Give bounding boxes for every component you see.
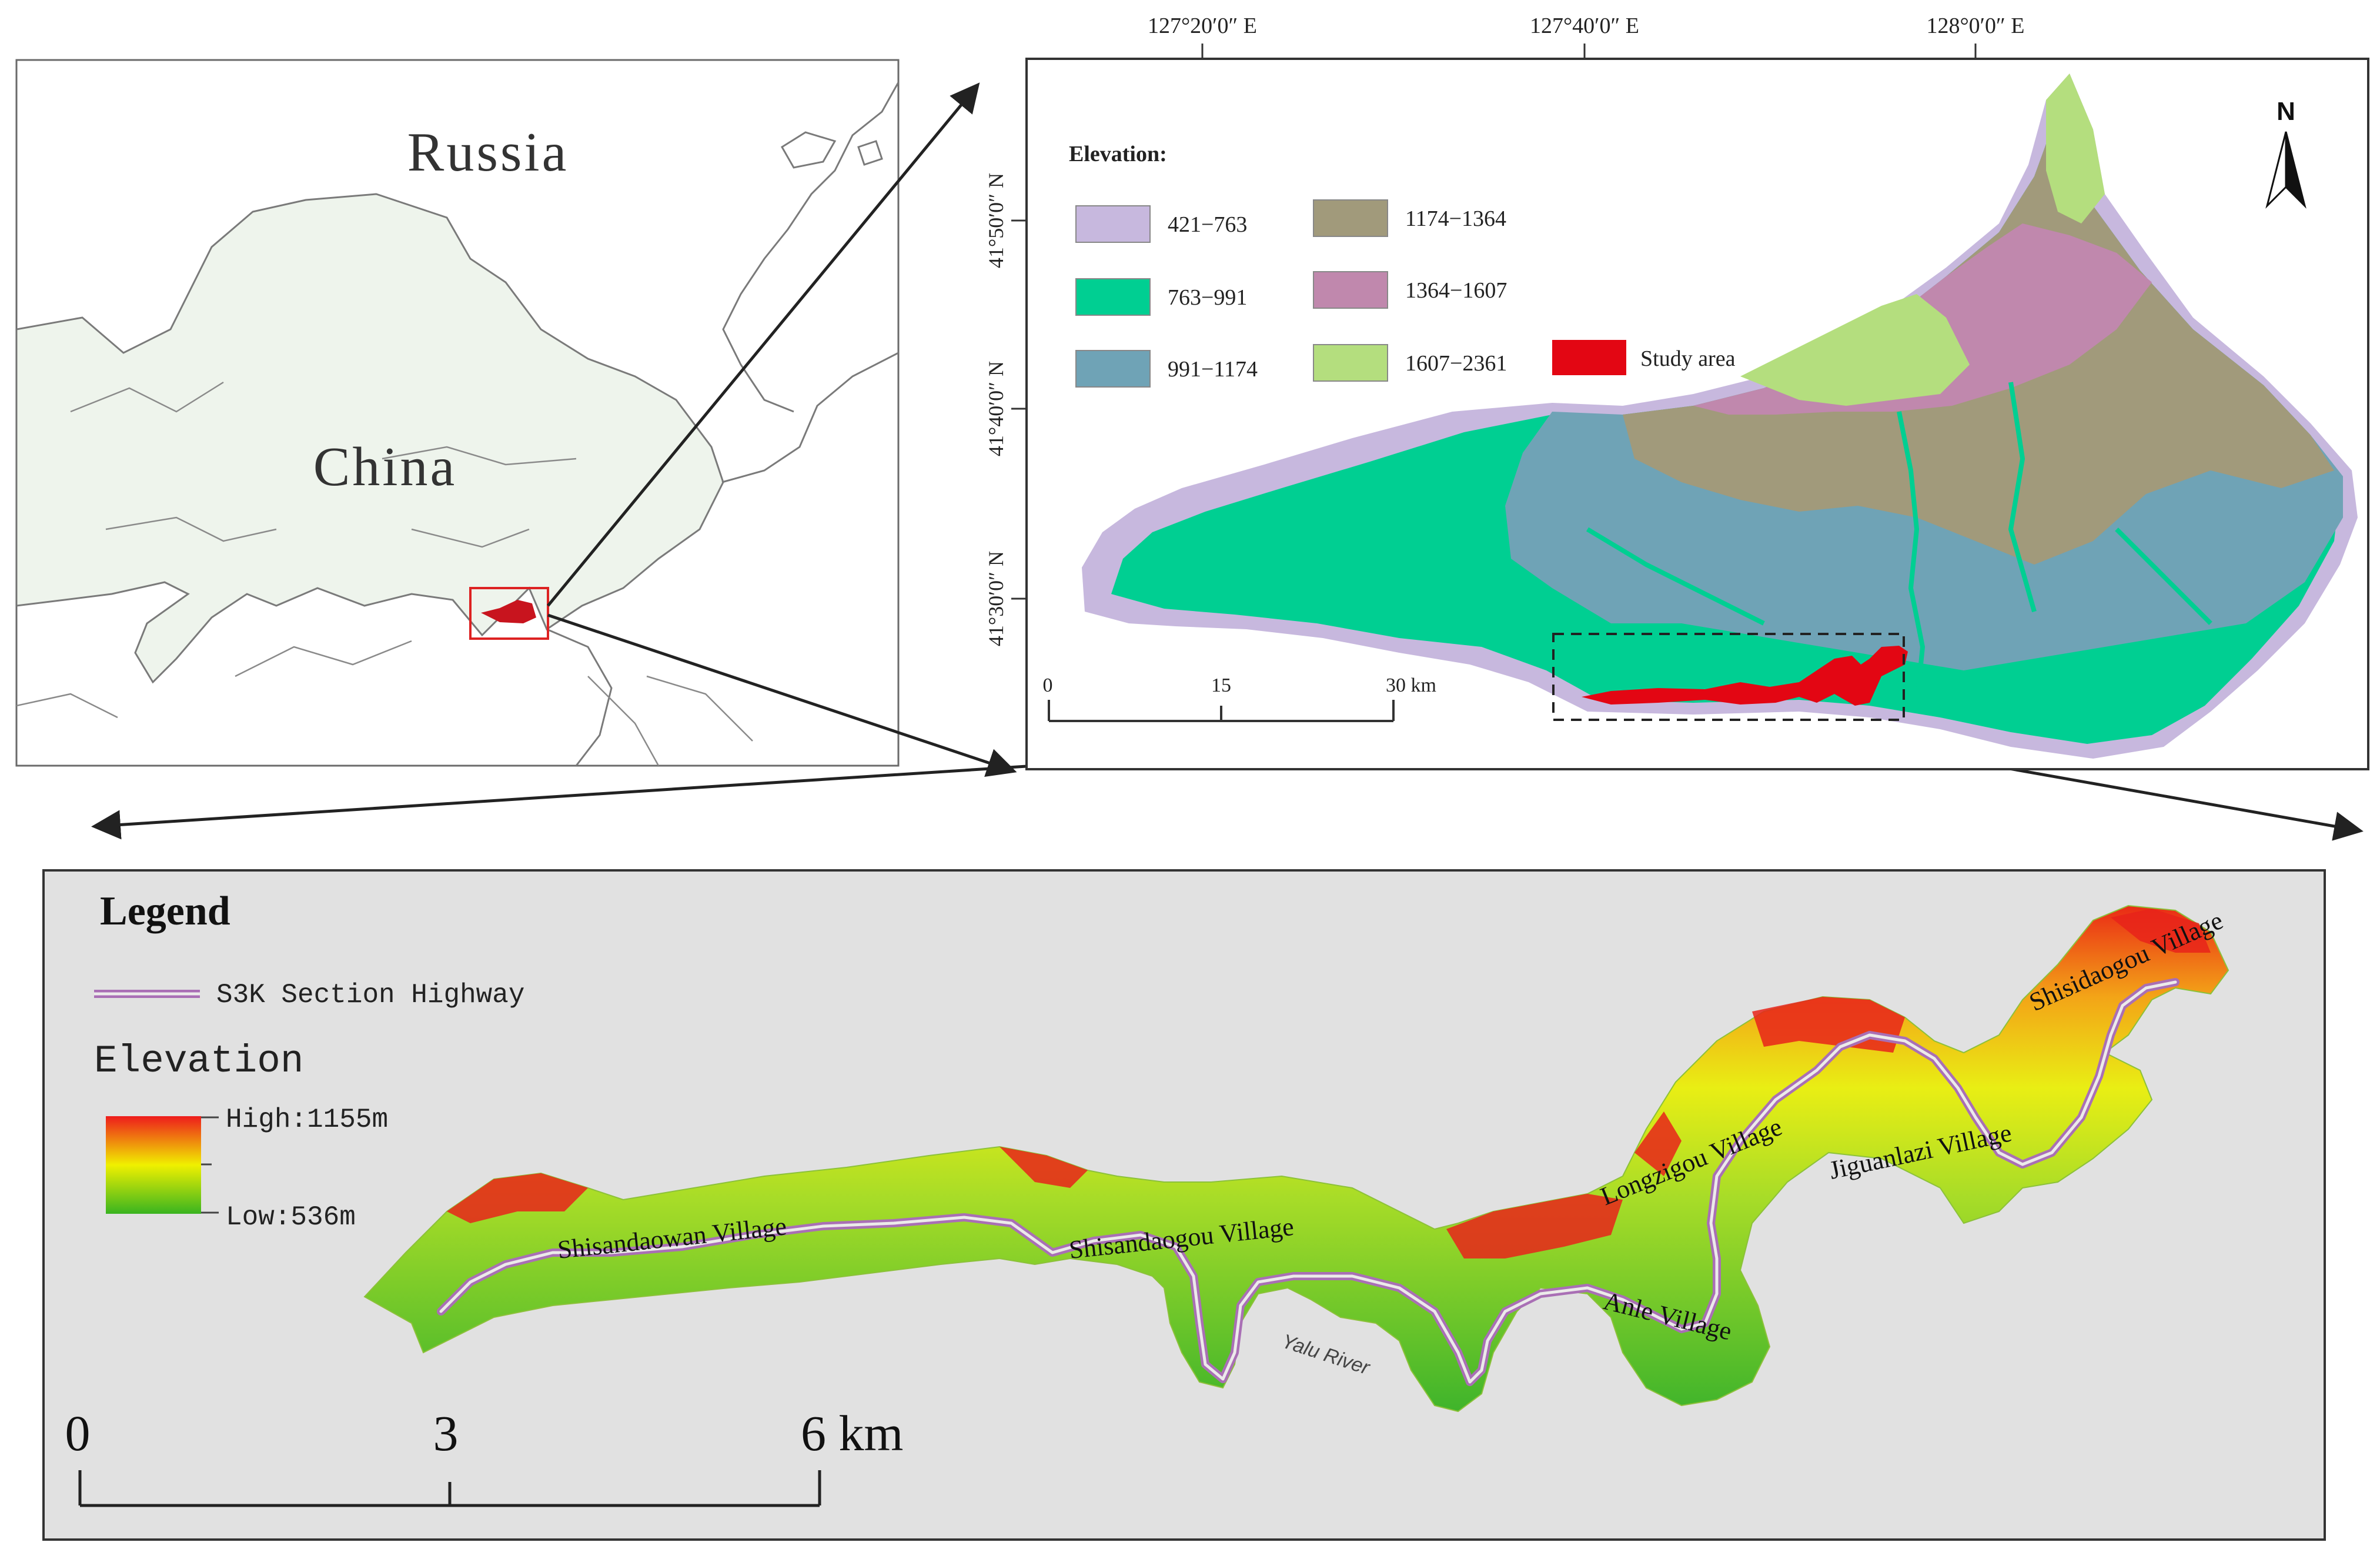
elevation-low-label: Low:536m bbox=[226, 1202, 356, 1233]
legend-label-1: 421−763 bbox=[1168, 212, 1247, 237]
map-extra-lines bbox=[16, 676, 660, 766]
regional-map: 127°20′0″ E 127°40′0″ E 128°0′0″ E 41°50… bbox=[984, 14, 2369, 770]
regional-scale-bar bbox=[1048, 700, 1395, 722]
regional-scale-15: 15 bbox=[1211, 675, 1231, 696]
elevation-zones bbox=[1082, 74, 2358, 759]
lat-tick-1: 41°50′0″ N bbox=[984, 173, 1008, 268]
locator-study-area bbox=[481, 600, 536, 623]
country-label-russia: Russia bbox=[407, 122, 569, 183]
legend-swatch-1 bbox=[1075, 205, 1151, 243]
regional-legend-title: Elevation: bbox=[1069, 142, 1167, 166]
legend-swatch-6 bbox=[1313, 344, 1388, 382]
coast-outline bbox=[721, 352, 898, 483]
study-area-extent-box bbox=[1552, 633, 1905, 721]
legend-swatch-4 bbox=[1313, 199, 1388, 237]
legend-swatch-5 bbox=[1313, 271, 1388, 309]
lon-tick-3: 128°0′0″ E bbox=[1926, 14, 2024, 38]
legend-label-2: 763−991 bbox=[1168, 285, 1247, 310]
legend-label-6: 1607−2361 bbox=[1405, 351, 1507, 376]
lat-tick-2: 41°40′0″ N bbox=[984, 361, 1008, 456]
graticule-ticks bbox=[1011, 44, 1977, 600]
detail-scale-bar bbox=[78, 1470, 821, 1507]
detail-map: Shisandaowan Village Shisandaogou Villag… bbox=[42, 869, 2326, 1541]
russia-coast bbox=[722, 82, 898, 413]
peninsula-outline bbox=[546, 628, 613, 766]
legend-swatch-2 bbox=[1075, 278, 1151, 316]
overview-map: Russia China bbox=[15, 59, 900, 767]
island-outline-2 bbox=[857, 140, 883, 166]
island-outline bbox=[780, 131, 837, 169]
regional-scale-30: 30 km bbox=[1386, 675, 1436, 696]
legend-label-5: 1364−1607 bbox=[1405, 278, 1507, 303]
china-landmass bbox=[16, 193, 724, 684]
province-boundaries bbox=[70, 381, 753, 742]
elevation-legend-title: Elevation bbox=[94, 1039, 303, 1083]
elevation-high-label: High:1155m bbox=[226, 1104, 388, 1135]
legend-label-4: 1174−1364 bbox=[1405, 206, 1506, 231]
regional-scale-0: 0 bbox=[1043, 675, 1053, 696]
elevation-color-ramp bbox=[106, 1116, 201, 1214]
lon-tick-1: 127°20′0″ E bbox=[1148, 14, 1257, 38]
detail-scale-6: 6 km bbox=[801, 1405, 903, 1461]
lon-tick-2: 127°40′0″ E bbox=[1530, 14, 1639, 38]
legend-swatch-study-area bbox=[1552, 340, 1626, 375]
country-label-china: China bbox=[313, 436, 457, 498]
study-area bbox=[1582, 646, 1908, 706]
lat-tick-3: 41°30′0″ N bbox=[984, 551, 1008, 646]
highway-legend-label: S3K Section Highway bbox=[216, 980, 525, 1010]
regional-legend: Elevation: 421−763 763−991 991−1174 1174−13… bbox=[1069, 142, 1736, 388]
locator-box bbox=[469, 587, 549, 640]
north-arrow: N bbox=[2265, 97, 2307, 209]
legend-label-study-area: Study area bbox=[1640, 346, 1736, 371]
legend-swatch-3 bbox=[1075, 350, 1151, 388]
detail-scale-0: 0 bbox=[65, 1405, 91, 1461]
river-channels bbox=[1586, 382, 2212, 706]
detail-legend-title: Legend bbox=[100, 889, 230, 934]
legend-label-3: 991−1174 bbox=[1168, 357, 1258, 382]
detail-scale-3: 3 bbox=[433, 1405, 459, 1461]
svg-text:N: N bbox=[2277, 97, 2295, 126]
zone-1607-2361 bbox=[1740, 74, 2105, 406]
